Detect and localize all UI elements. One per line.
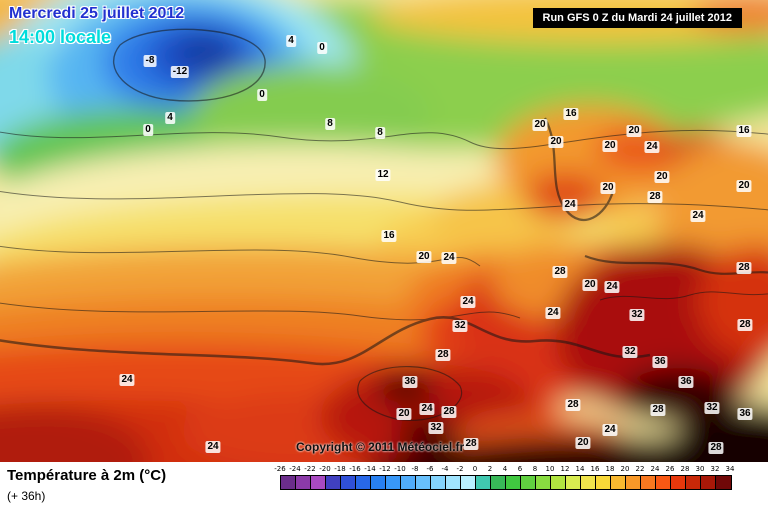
colorbar-cell (611, 476, 626, 489)
valid-date-label: Mercredi 25 juillet 2012 (9, 5, 185, 22)
colorbar-tick: -14 (364, 465, 376, 473)
colorbar-cell (626, 476, 641, 489)
colorbar-tick: 22 (635, 465, 645, 473)
colorbar-cell (551, 476, 566, 489)
colorbar-tick: 8 (532, 465, 538, 473)
colorbar-tick: 30 (695, 465, 705, 473)
copyright-label: Copyright © 2011 Météociel.fr (296, 440, 465, 454)
colorbar-cell (371, 476, 386, 489)
colorbar-cell (566, 476, 581, 489)
colorbar-tick: 10 (545, 465, 555, 473)
colorbar-tick: 26 (665, 465, 675, 473)
map-title: Température à 2m (°C) (7, 467, 167, 484)
weather-map: -8 -12 4 0 0 4 0 8 8 12 16 16 20 16 20 20 20 24 20 28 20 24 24… (0, 0, 768, 462)
colorbar-cell (641, 476, 656, 489)
colorbar-cell (416, 476, 431, 489)
colorbar-tick: -4 (441, 465, 449, 473)
colorbar-tick: -24 (289, 465, 301, 473)
valid-time-label: 14:00 locale (9, 27, 112, 47)
colorbar-cell (506, 476, 521, 489)
colorbar-tick: 14 (575, 465, 585, 473)
colorbar-cell (281, 476, 296, 489)
colorbar-tick: -16 (349, 465, 361, 473)
colorbar-tick: 16 (590, 465, 600, 473)
colorbar-tick: -6 (426, 465, 434, 473)
colorbar-cell (521, 476, 536, 489)
colorbar-tick: 28 (680, 465, 690, 473)
colorbar-tick: 4 (502, 465, 508, 473)
colorbar-cell (686, 476, 701, 489)
colorbar-tick: 2 (487, 465, 493, 473)
colorbar-tick: -18 (334, 465, 346, 473)
colorbar-tick: 32 (710, 465, 720, 473)
colorbar-tick: 12 (560, 465, 570, 473)
colorbar-tick: 20 (620, 465, 630, 473)
temperature-field-svg (0, 0, 768, 462)
colorbar-cell (581, 476, 596, 489)
colorbar: -26 -24 -22 -20 -18 -16 -14 -12 -10 -8 -6 -4 -2 0 2 4 6 8… (274, 465, 736, 490)
colorbar-cell (311, 476, 326, 489)
colorbar-cell (716, 476, 731, 489)
colorbar-cell (341, 476, 356, 489)
model-run-badge: Run GFS 0 Z du Mardi 24 juillet 2012 (532, 8, 742, 28)
legend-bar: Température à 2m (°C) (+ 36h) -26 -24 -22-… (0, 462, 768, 512)
colorbar-ticks: -26 -24 -22 -20 -18 -16 -14 -12 -10 -8 -6 -4 -2 0 2 4 6 8… (274, 465, 736, 474)
colorbar-tick: -8 (411, 465, 419, 473)
colorbar-tick: -10 (394, 465, 406, 473)
isotherm-contours (0, 28, 768, 421)
colorbar-cells (280, 475, 732, 490)
colorbar-cell (401, 476, 416, 489)
colorbar-cell (491, 476, 506, 489)
forecast-hour-label: (+ 36h) (7, 489, 46, 503)
colorbar-cell (431, 476, 446, 489)
colorbar-tick: -20 (319, 465, 331, 473)
colorbar-tick: -2 (456, 465, 464, 473)
colorbar-tick: -22 (304, 465, 316, 473)
colorbar-cell (446, 476, 461, 489)
colorbar-cell (596, 476, 611, 489)
colorbar-cell (356, 476, 371, 489)
colorbar-cell (671, 476, 686, 489)
colorbar-tick: -12 (379, 465, 391, 473)
colorbar-cell (296, 476, 311, 489)
colorbar-cell (326, 476, 341, 489)
colorbar-tick: 6 (517, 465, 523, 473)
colorbar-cell (476, 476, 491, 489)
colorbar-tick: 0 (472, 465, 478, 473)
colorbar-tick: -26 (274, 465, 286, 473)
colorbar-cell (536, 476, 551, 489)
colorbar-cell (386, 476, 401, 489)
colorbar-tick: 18 (605, 465, 615, 473)
colorbar-tick: 24 (650, 465, 660, 473)
colorbar-cell (701, 476, 716, 489)
colorbar-cell (461, 476, 476, 489)
colorbar-tick: 34 (725, 465, 735, 473)
colorbar-cell (656, 476, 671, 489)
